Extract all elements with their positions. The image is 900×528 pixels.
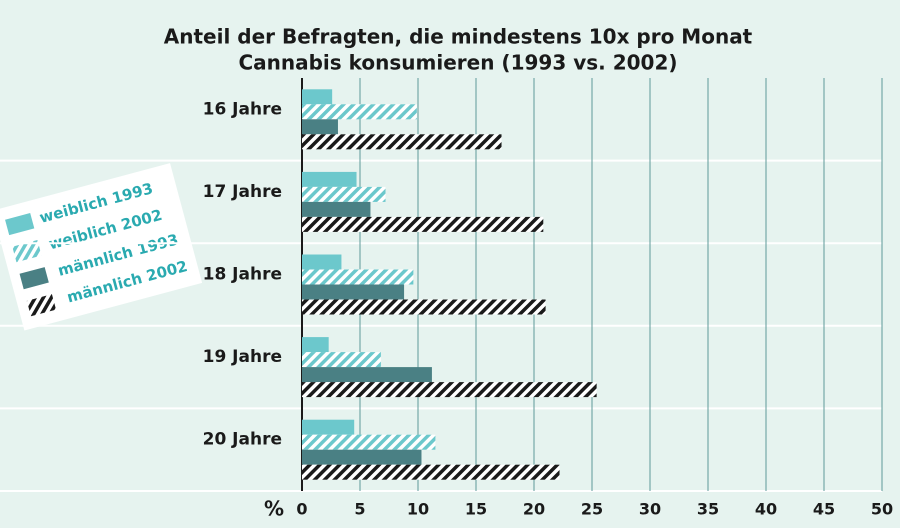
x-tick-label: 30 (639, 500, 661, 519)
x-tick-label: 45 (813, 500, 835, 519)
bar (302, 171, 357, 187)
x-tick-label: 10 (407, 500, 429, 519)
bar (302, 337, 329, 353)
y-tick-label: 18 Jahre (203, 265, 282, 285)
bar (302, 104, 417, 120)
bar (302, 134, 502, 150)
y-tick-label: 20 Jahre (203, 430, 282, 450)
bar (302, 352, 381, 368)
bar (302, 254, 342, 270)
bar (302, 449, 422, 465)
bar (302, 464, 560, 480)
bar (302, 119, 338, 135)
bar (302, 299, 546, 315)
x-axis-label: % (264, 497, 284, 521)
bar (302, 201, 371, 217)
bar (302, 186, 386, 202)
bar (302, 284, 405, 300)
bar (302, 382, 597, 398)
legend-box (0, 163, 203, 331)
bar (302, 434, 436, 450)
bar (302, 269, 414, 285)
legend-swatch (12, 240, 42, 263)
bar (302, 419, 355, 435)
chart-title: Anteil der Befragten, die mindestens 10x… (164, 25, 753, 49)
x-tick-label: 5 (354, 500, 365, 519)
x-tick-label: 35 (697, 500, 719, 519)
y-tick-label: 16 Jahre (203, 99, 282, 119)
legend-swatch (19, 267, 49, 290)
y-tick-label: 17 Jahre (203, 182, 282, 202)
x-tick-label: 15 (465, 500, 487, 519)
chart-title: Cannabis konsumieren (1993 vs. 2002) (238, 51, 677, 75)
bar (302, 367, 432, 383)
x-tick-label: 0 (296, 500, 307, 519)
x-tick-label: 50 (871, 500, 893, 519)
x-tick-label: 25 (581, 500, 603, 519)
x-tick-label: 40 (755, 500, 777, 519)
bar (302, 216, 544, 232)
y-tick-label: 19 Jahre (203, 347, 282, 367)
legend-swatch (5, 212, 35, 236)
x-tick-label: 20 (523, 500, 545, 519)
bar (302, 89, 333, 105)
legend-swatch (26, 294, 57, 317)
